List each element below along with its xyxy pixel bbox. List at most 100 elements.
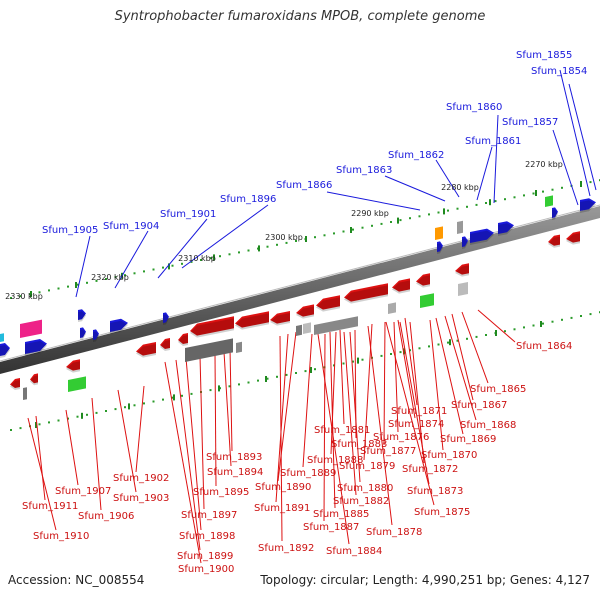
accession-text: Accession: NC_008554 [8,573,145,587]
reverse-label-connector [367,325,393,526]
orange-feature-body [435,226,443,240]
tick-dot [409,349,411,352]
tick-dot [580,315,582,317]
forward-gene-arrow-body [580,198,596,211]
reverse-gene-arrow-shadow [178,335,188,346]
reverse-gene-arrow-body [66,359,80,371]
forward-gene-arrow-body [437,241,443,252]
reverse-label-connector [343,331,357,496]
gray-feature [236,341,242,353]
reverse-gene-arrow [235,311,269,330]
reverse-gene-arrow-body [416,273,430,286]
tick-dot [181,262,183,265]
reverse-gene-arrow-shadow [270,313,290,326]
tick-dot [257,379,259,382]
forward-gene-label: Sfum_1862 [388,150,444,161]
reverse-gene-arrow [392,278,410,294]
forward-gene-arrow-shadow [78,311,86,322]
forward-gene-arrow-shadow [580,200,596,213]
tick-dot [86,413,88,416]
green-feature [68,376,86,392]
reverse-gene-arrow [66,359,80,373]
tick-dot [542,322,544,325]
tick-mark [265,376,267,382]
tick-dot [371,224,373,227]
tick-mark [489,199,491,206]
forward-gene-arrow-body [552,207,558,218]
reverse-gene-label: Sfum_1867 [451,400,507,411]
reverse-label-connector [229,347,233,452]
tick-dot [418,347,421,350]
reverse-gene-label: Sfum_1894 [207,467,263,478]
reverse-label-connector [399,321,430,485]
forward-gene-arrow-body [462,236,468,247]
tick-dot [19,427,22,430]
gray-feature [303,322,311,334]
tick-dot [513,196,516,199]
forward-gene-arrow-shadow [0,345,10,358]
forward-gene-arrow [437,241,443,254]
reverse-gene-arrow [30,373,38,386]
reverse-gene-arrow-body [30,373,38,384]
tick-dot [551,188,554,191]
reverse-label-connector [279,335,283,542]
reverse-gene-arrow [136,342,156,358]
reverse-gene-arrow-body [548,234,560,246]
tick-dot [504,330,506,333]
reverse-gene-label: Sfum_1888 [307,455,363,466]
tick-dot [95,411,98,414]
gene-features [0,195,596,400]
reverse-gene-arrow [270,311,290,326]
reverse-label-connector [214,353,217,487]
tick-dot [342,362,345,365]
reverse-gene-label: Sfum_1893 [206,452,262,463]
reverse-gene-arrow [178,333,188,346]
tick-dot [466,205,468,208]
reverse-label-connector [35,415,46,501]
tick-dot [171,396,174,399]
tick-dot [133,404,136,407]
tick-dot [200,259,202,261]
reverse-gene-label: Sfum_1900 [178,564,234,575]
reverse-gene-label: Sfum_1892 [258,543,314,554]
reverse-gene-label: Sfum_1884 [326,546,382,557]
forward-gene-label: Sfum_1854 [531,66,587,77]
tick-mark [218,385,220,392]
tick-dot [304,370,307,373]
reverse-gene-label: Sfum_1870 [421,450,477,461]
reverse-gene-label: Sfum_1902 [113,473,169,484]
reverse-gene-label: Sfum_1903 [113,493,169,504]
tick-dot [418,215,421,218]
reverse-label-connector [135,385,145,473]
reverse-gene-arrow-shadow [566,233,580,245]
reverse-gene-arrow-body [10,378,20,388]
tick-dot [143,402,145,405]
reverse-label-connector [444,315,477,421]
tick-dot [247,249,250,252]
tick-dot [485,334,487,336]
forward-gene-arrow-body [163,312,169,323]
tick-mark [443,208,445,215]
tick-dot [352,360,354,363]
reverse-gene-arrow [190,316,234,338]
tick-mark [580,181,582,187]
reverse-gene-arrow-body [316,295,340,310]
forward-gene-arrow-body [110,318,128,332]
tick-dot [570,316,573,319]
tick-dot [48,421,50,424]
tick-dot [352,228,354,231]
forward-gene-label: Sfum_1861 [465,136,521,147]
tick-dot [390,353,392,355]
tick-dot [361,226,364,229]
reverse-label-connector [199,355,205,510]
kbp-tick-label: 2280 kbp [441,183,479,192]
reverse-gene-label: Sfum_1878 [366,527,422,538]
reverse-gene-label: Sfum_1876 [373,432,429,443]
tick-dot [247,381,250,384]
reverse-label-connector [385,321,435,506]
tick-mark [168,263,170,270]
forward-gene-arrow-shadow [498,223,514,236]
gray-feature-body [457,220,463,234]
tick-mark [258,245,260,252]
